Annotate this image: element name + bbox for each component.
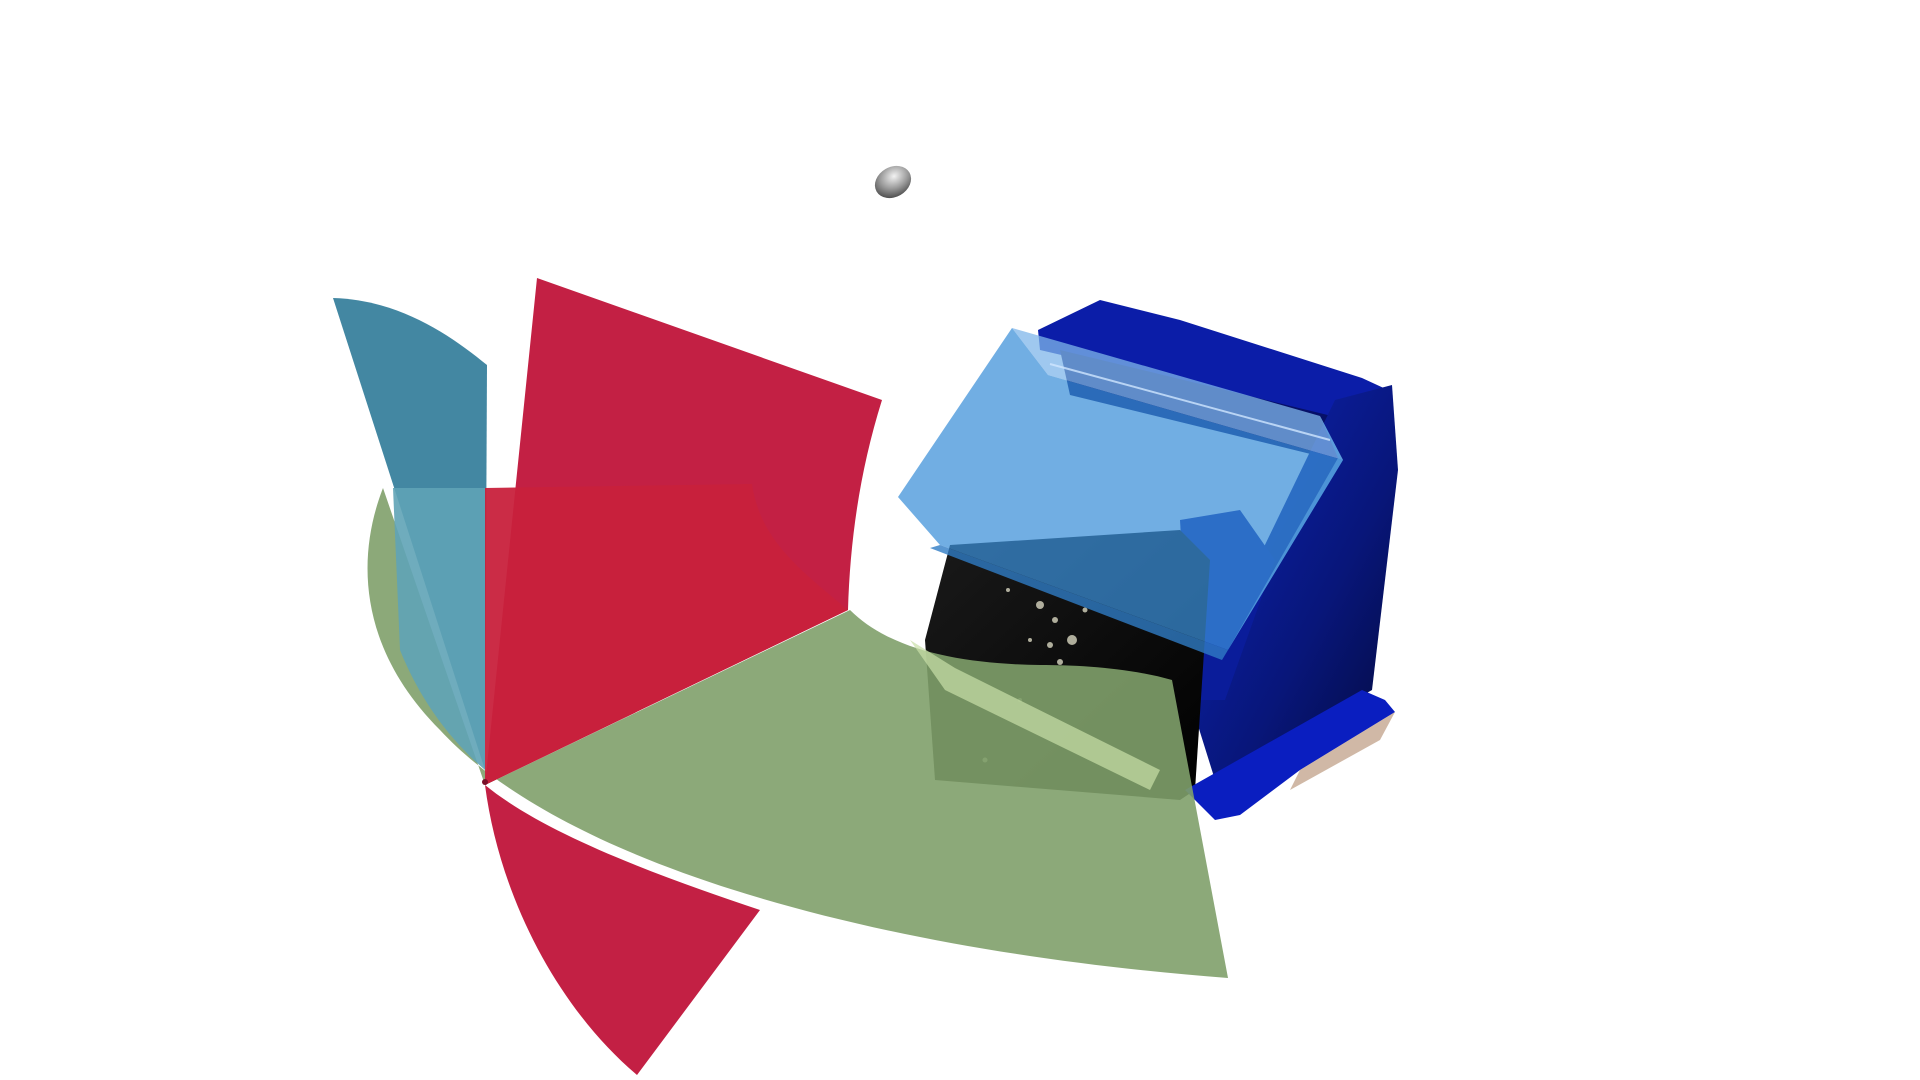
box-right-wall xyxy=(1190,385,1398,780)
selection-bounding-box[interactable] xyxy=(898,328,1343,790)
bbox-ghost-lower xyxy=(910,640,1160,790)
box-texture xyxy=(982,588,1088,763)
bbox-side-face xyxy=(1228,416,1343,650)
bbox-inner-edge xyxy=(1049,363,1331,441)
box-base-shadow xyxy=(1290,712,1395,790)
gizmo-green-sector[interactable] xyxy=(367,488,1228,978)
bbox-bottom-edge xyxy=(930,545,1228,660)
light-source-marker[interactable] xyxy=(869,160,917,205)
gizmo-red-sector-lower[interactable] xyxy=(485,785,760,1075)
gizmo-overlap-blue-green xyxy=(393,488,485,770)
bbox-top-face xyxy=(1012,328,1343,460)
bbox-front-face xyxy=(898,328,1343,650)
box-base xyxy=(1185,690,1395,820)
gizmo-pivot[interactable] xyxy=(482,779,488,785)
gizmo-overlap-red-green xyxy=(485,484,848,785)
light-bulb-icon xyxy=(874,165,912,199)
box-top-rim xyxy=(1038,300,1392,420)
rotation-gizmo[interactable] xyxy=(333,278,1228,1075)
